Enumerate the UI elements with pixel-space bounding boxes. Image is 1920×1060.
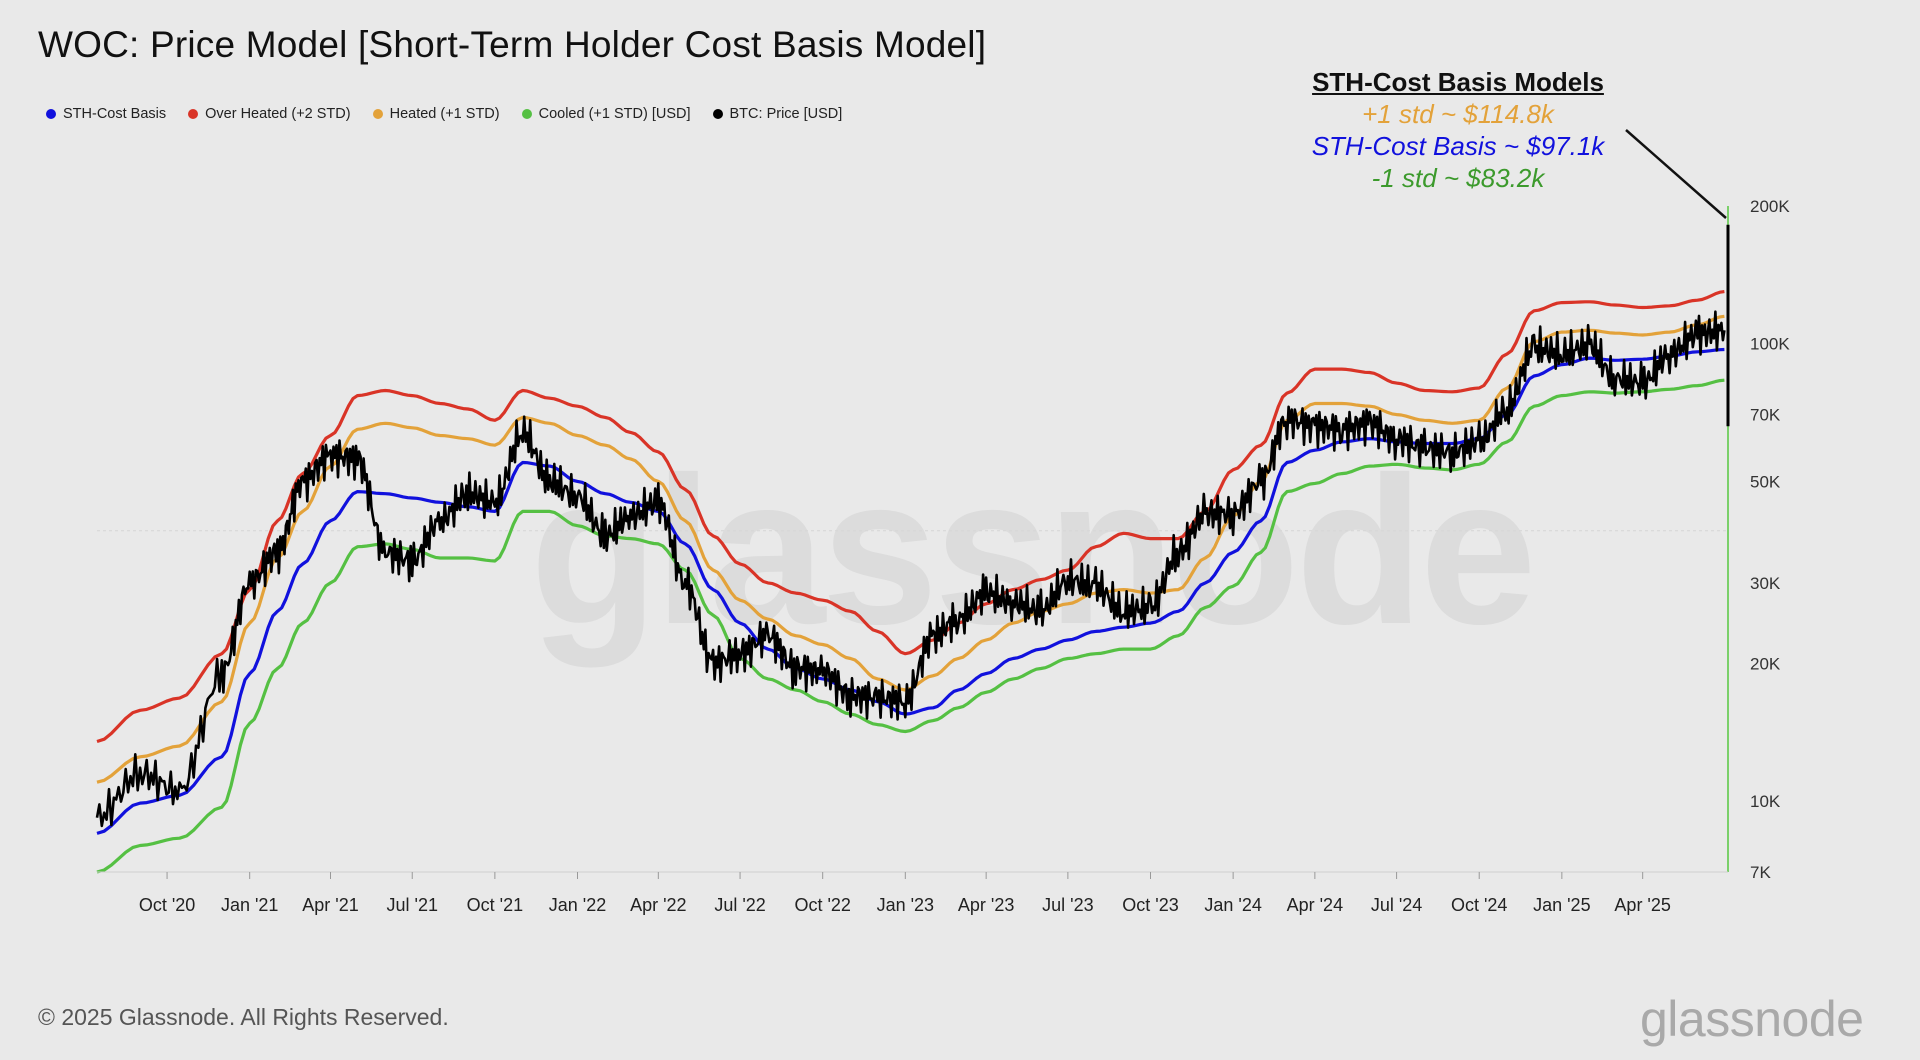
legend-item-heated[interactable]: Heated (+1 STD)	[372, 106, 500, 122]
y-tick-label: 10K	[1750, 792, 1781, 811]
legend-dot-icon	[712, 109, 723, 119]
legend-label: Cooled (+1 STD) [USD]	[538, 106, 691, 122]
x-tick-label: Apr '21	[302, 895, 358, 915]
x-tick-label: Jan '24	[1204, 895, 1261, 915]
x-tick-label: Jul '21	[387, 895, 438, 915]
y-tick-label: 200K	[1750, 197, 1790, 216]
legend-dot-icon	[372, 109, 383, 119]
copyright-footer: © 2025 Glassnode. All Rights Reserved.	[38, 1004, 449, 1030]
x-tick-label: Jan '21	[221, 895, 278, 915]
legend-item-over-heated[interactable]: Over Heated (+2 STD)	[188, 106, 351, 122]
annotation-sth-cost-basis: STH-Cost Basis ~ $97.1k	[1311, 131, 1605, 161]
x-tick-label: Apr '23	[958, 895, 1014, 915]
series-line-over-heated-2-std	[96, 290, 1725, 744]
y-tick-label: 70K	[1750, 406, 1781, 425]
axis-layer: Oct '20 Jan '21 Apr '21 Jul '21 Oct '21 Jan '…	[97, 197, 1790, 915]
x-tick-label: Apr '22	[630, 895, 686, 915]
series-line-cooled-1-std-usd	[96, 378, 1725, 874]
legend-label: BTC: Price [USD]	[729, 106, 843, 122]
series-line-sth-cost-basis	[96, 347, 1725, 835]
series-line-btc-price-usd	[95, 310, 1726, 828]
x-tick-label: Oct '22	[794, 895, 850, 915]
x-tick-label: Apr '24	[1287, 895, 1343, 915]
chart-title: WOC: Price Model [Short-Term Holder Cost…	[38, 24, 987, 65]
x-tick-label: Jan '23	[877, 895, 934, 915]
legend-label: Heated (+1 STD)	[389, 106, 500, 122]
legend-item-cooled[interactable]: Cooled (+1 STD) [USD]	[521, 106, 691, 122]
legend-dot-icon	[46, 109, 56, 119]
annotation-plus1std: +1 std ~ $114.8k	[1362, 99, 1554, 129]
x-tick-label: Jul '22	[714, 895, 765, 915]
legend-dot-icon	[188, 109, 199, 119]
annotation-pointer-line	[1625, 129, 1727, 219]
x-tick-label: Jan '25	[1533, 895, 1590, 915]
brand-logo: glassnode	[1640, 991, 1864, 1047]
y-tick-label: 20K	[1750, 654, 1781, 673]
x-tick-label: Jul '24	[1371, 895, 1422, 915]
x-tick-label: Jan '22	[549, 895, 606, 915]
y-tick-label: 30K	[1750, 574, 1781, 593]
legend-label: Over Heated (+2 STD)	[205, 106, 351, 122]
y-tick-label: 7K	[1750, 863, 1771, 882]
x-tick-label: Oct '20	[139, 895, 195, 915]
x-tick-label: Oct '21	[467, 895, 523, 915]
y-tick-label: 100K	[1750, 335, 1790, 354]
annotation-title: STH-Cost Basis Models	[1312, 67, 1604, 97]
series-layer	[95, 206, 1730, 874]
x-tick-label: Oct '23	[1122, 895, 1178, 915]
x-tick-label: Oct '24	[1451, 895, 1507, 915]
legend-item-btc-price[interactable]: BTC: Price [USD]	[712, 106, 843, 122]
legend-label: STH-Cost Basis	[63, 106, 167, 122]
legend-dot-icon	[521, 109, 532, 119]
legend: STH-Cost Basis Over Heated (+2 STD) Heat…	[46, 106, 842, 122]
x-tick-label: Apr '25	[1614, 895, 1670, 915]
x-tick-label: Jul '23	[1042, 895, 1093, 915]
annotation-minus1std: -1 std ~ $83.2k	[1371, 163, 1545, 193]
series-line-heated-1-std	[96, 314, 1725, 784]
annotation-box: STH-Cost Basis Models +1 std ~ $114.8k S…	[1258, 66, 1658, 194]
y-tick-label: 50K	[1750, 472, 1781, 491]
legend-item-sth-cost-basis[interactable]: STH-Cost Basis	[46, 106, 166, 122]
